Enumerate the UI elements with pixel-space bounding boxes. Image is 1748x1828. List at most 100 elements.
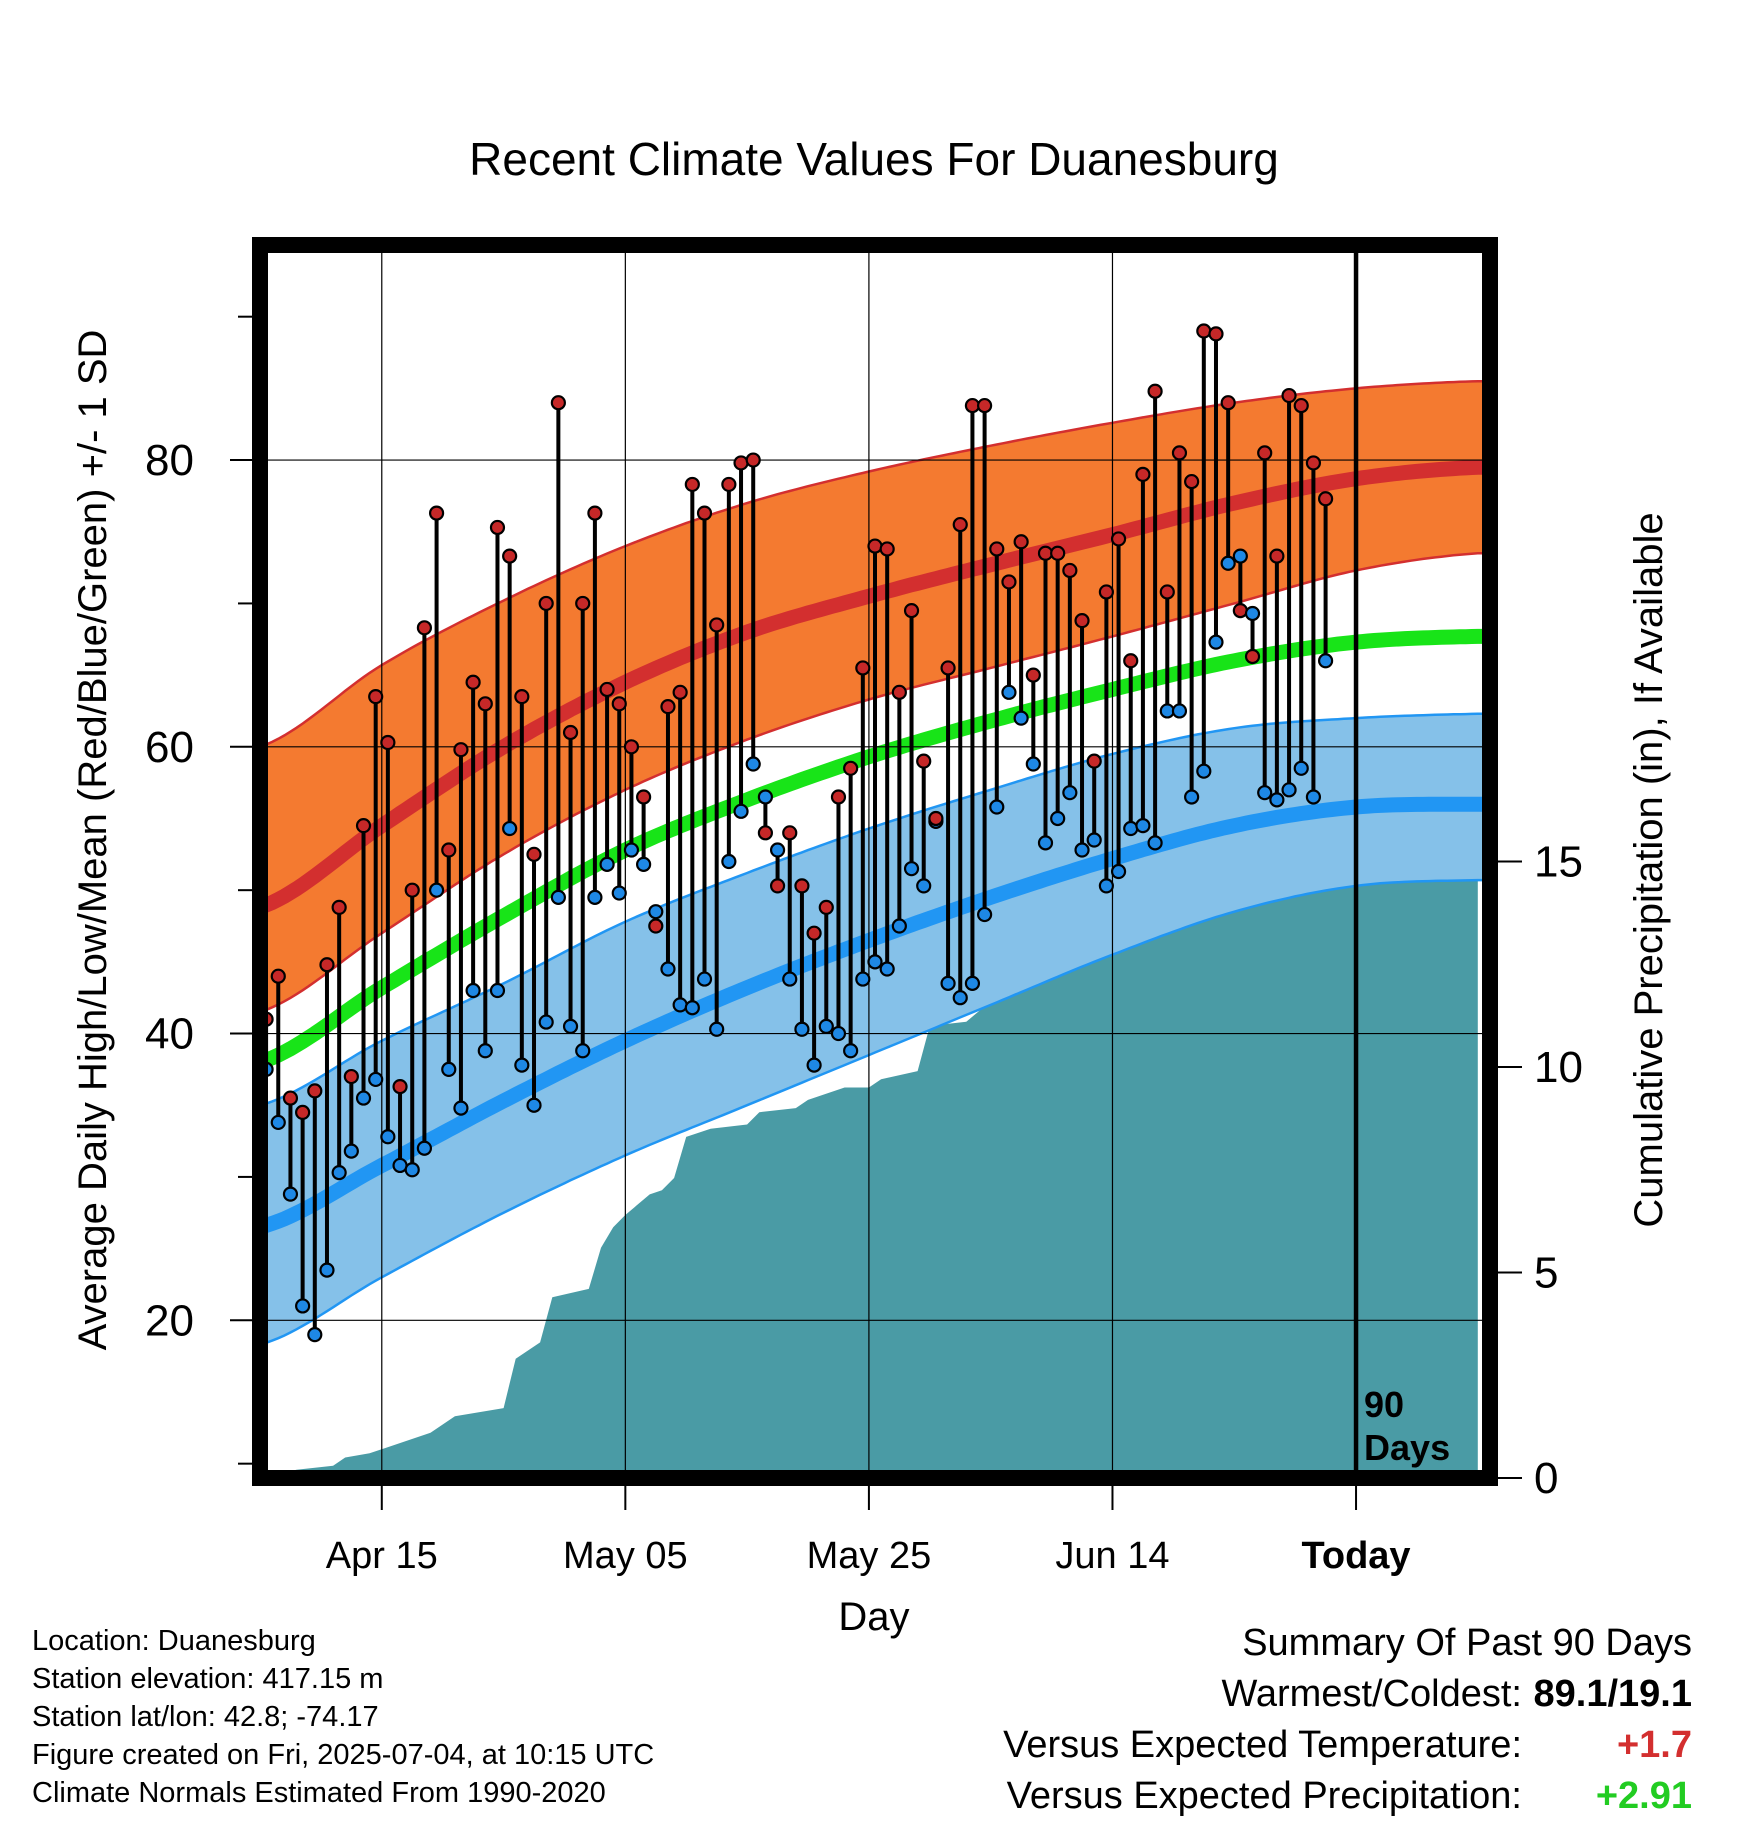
daily-low-point <box>672 997 688 1013</box>
daily-high-point <box>1098 584 1114 600</box>
daily-low-point <box>550 889 566 905</box>
daily-high-point <box>489 519 506 536</box>
daily-high-point <box>1281 387 1297 404</box>
daily-high-point <box>1037 545 1054 561</box>
daily-low-point <box>916 878 932 894</box>
daily-high-point <box>599 681 615 698</box>
info-latlon: Station lat/lon: 42.8; -74.17 <box>32 1701 379 1733</box>
daily-low-point <box>562 1018 579 1034</box>
today-days-text: Days <box>1364 1427 1450 1468</box>
daily-low-point <box>1074 842 1090 858</box>
daily-low-point <box>331 1165 347 1181</box>
y2-tick-label: 10 <box>1534 1043 1583 1092</box>
daily-high-point <box>891 684 907 700</box>
daily-low-point <box>1281 782 1297 798</box>
info-elevation: Station elevation: 417.15 m <box>32 1663 384 1695</box>
daily-high-point <box>428 505 445 521</box>
daily-high-point <box>769 878 786 894</box>
daily-high-point <box>818 899 834 915</box>
summary-panel: Summary Of Past 90 Days Warmest/Coldest:… <box>1003 1618 1692 1822</box>
daily-low-point <box>769 842 786 858</box>
info-location: Location: Duanesburg <box>32 1625 316 1657</box>
y-tick-label: 60 <box>145 723 194 772</box>
daily-high-point <box>453 742 469 758</box>
precip-vs-expected-label: Versus Expected Precipitation: <box>1006 1775 1522 1817</box>
daily-high-point <box>538 595 554 612</box>
daily-high-point <box>319 957 335 973</box>
daily-low-point <box>1208 634 1224 650</box>
daily-high-point <box>416 620 433 636</box>
daily-high-point <box>465 674 481 690</box>
daily-high-point <box>1159 584 1175 600</box>
daily-low-point <box>404 1162 420 1178</box>
daily-high-point <box>1244 648 1261 665</box>
daily-low-point <box>465 982 481 999</box>
daily-high-point <box>721 476 737 493</box>
daily-high-point <box>1013 534 1029 550</box>
daily-low-point <box>684 1000 700 1016</box>
daily-low-point <box>879 961 895 977</box>
daily-low-point <box>830 1025 847 1042</box>
daily-low-point <box>745 756 761 772</box>
daily-low-point <box>989 799 1005 815</box>
daily-low-point <box>1086 832 1102 848</box>
daily-low-point <box>1098 878 1114 894</box>
daily-low-point <box>441 1061 457 1077</box>
daily-low-point <box>502 820 518 837</box>
daily-high-point <box>709 617 725 633</box>
daily-high-point <box>441 842 457 858</box>
daily-low-point <box>818 1018 834 1034</box>
daily-low-point <box>416 1140 433 1156</box>
summary-title: Summary Of Past 90 Days <box>1242 1622 1692 1664</box>
daily-high-point <box>733 455 749 471</box>
daily-low-point <box>1123 820 1139 837</box>
daily-low-point <box>977 906 993 923</box>
daily-high-point <box>794 878 810 894</box>
daily-high-point <box>1001 574 1017 590</box>
daily-high-point <box>1305 455 1322 471</box>
daily-high-point <box>903 602 920 619</box>
daily-high-point <box>1196 323 1212 339</box>
daily-high-point <box>1220 395 1236 411</box>
daily-high-point <box>940 660 956 676</box>
daily-high-point <box>1074 613 1090 629</box>
daily-low-point <box>526 1097 542 1113</box>
warmest-coldest-label: Warmest/Coldest: <box>1221 1673 1522 1715</box>
daily-low-point <box>1305 789 1322 805</box>
daily-low-point <box>599 856 615 872</box>
daily-low-point <box>891 918 907 934</box>
y2-tick-label: 0 <box>1534 1454 1558 1503</box>
daily-high-point <box>1147 383 1163 399</box>
daily-high-point <box>757 825 773 841</box>
daily-high-point <box>392 1078 408 1095</box>
daily-high-point <box>1123 653 1139 669</box>
daily-high-point <box>623 739 640 755</box>
x-axis-label: Day <box>838 1595 909 1639</box>
daily-low-point <box>307 1327 323 1343</box>
y-tick-label: 80 <box>145 436 194 485</box>
daily-low-point <box>575 1043 591 1059</box>
daily-low-point <box>1037 835 1054 851</box>
daily-high-point <box>989 541 1005 557</box>
low-sd-band <box>260 713 1490 1345</box>
daily-high-point <box>1232 602 1248 619</box>
daily-high-point <box>745 452 761 468</box>
daily-high-point <box>830 789 847 805</box>
daily-high-point <box>696 505 713 521</box>
daily-low-point <box>587 889 603 905</box>
daily-high-point <box>295 1104 311 1121</box>
daily-low-point <box>428 882 445 898</box>
daily-low-point <box>1184 789 1200 805</box>
daily-low-point <box>1196 763 1212 779</box>
daily-low-point <box>343 1143 359 1159</box>
daily-low-point <box>489 982 506 999</box>
daily-low-point <box>477 1043 493 1059</box>
daily-low-point <box>1001 684 1017 700</box>
daily-high-point <box>1184 473 1200 490</box>
daily-low-point <box>368 1071 384 1088</box>
daily-low-point <box>1050 810 1066 827</box>
daily-high-point <box>672 684 688 700</box>
daily-low-point <box>757 789 773 805</box>
daily-low-point <box>380 1129 396 1145</box>
